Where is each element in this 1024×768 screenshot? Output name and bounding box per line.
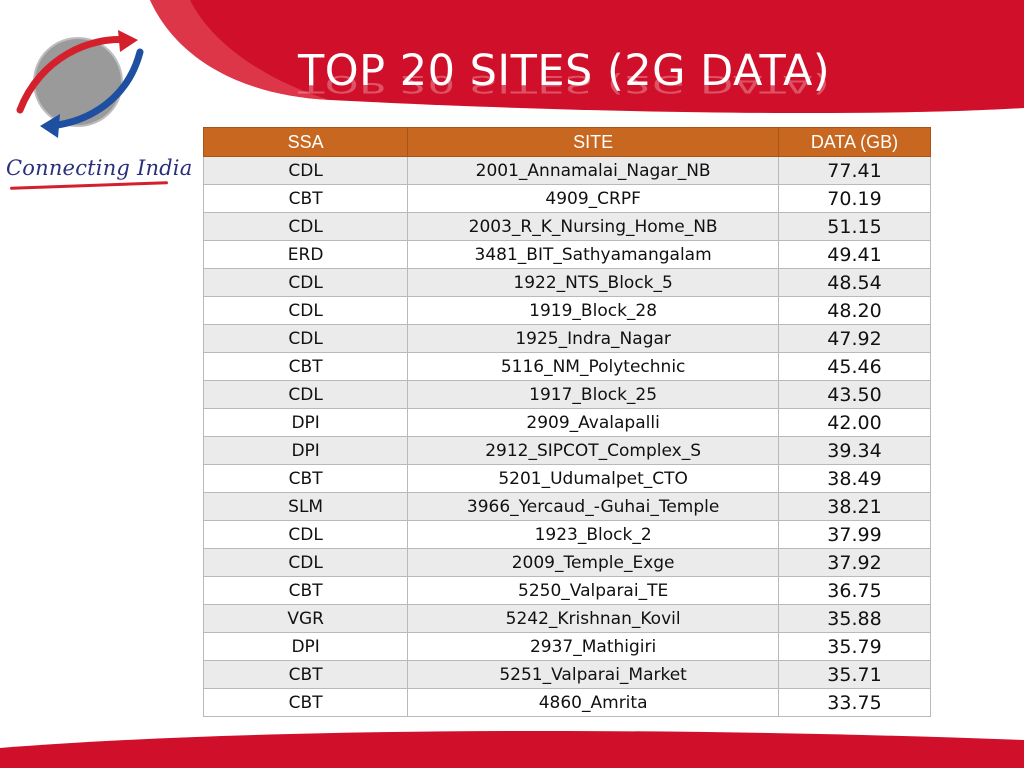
- cell-ssa: CDL: [202, 324, 409, 353]
- cell-site: 4860_Amrita: [407, 688, 779, 717]
- cell-data: 51.15: [777, 212, 932, 241]
- table-row: CBT 4909_CRPF 70.19: [202, 184, 932, 213]
- slide-title-reflection: TOP 20 SITES (2G DATA): [298, 69, 831, 98]
- cell-site: 3481_BIT_Sathyamangalam: [407, 240, 779, 269]
- cell-data: 38.49: [777, 464, 932, 493]
- cell-ssa: CBT: [202, 688, 409, 717]
- cell-site: 2003_R_K_Nursing_Home_NB: [407, 212, 779, 241]
- cell-site: 1925_Indra_Nagar: [407, 324, 779, 353]
- brand-tagline: Connecting India: [6, 156, 193, 180]
- table-row: CBT 5250_Valparai_TE 36.75: [202, 576, 932, 605]
- header-data: DATA (GB): [777, 127, 932, 157]
- cell-data: 33.75: [777, 688, 932, 717]
- cell-site: 2001_Annamalai_Nagar_NB: [407, 156, 779, 185]
- cell-data: 39.34: [777, 436, 932, 465]
- table-row: CBT 5116_NM_Polytechnic 45.46: [202, 352, 932, 381]
- cell-site: 1919_Block_28: [407, 296, 779, 325]
- cell-data: 43.50: [777, 380, 932, 409]
- cell-ssa: CDL: [202, 268, 409, 297]
- cell-ssa: VGR: [202, 604, 409, 633]
- cell-data: 42.00: [777, 408, 932, 437]
- cell-ssa: DPI: [202, 408, 409, 437]
- header-site: SITE: [407, 127, 779, 157]
- table-row: DPI 2912_SIPCOT_Complex_S 39.34: [202, 436, 932, 465]
- cell-data: 37.99: [777, 520, 932, 549]
- cell-ssa: DPI: [202, 632, 409, 661]
- cell-ssa: ERD: [202, 240, 409, 269]
- cell-data: 35.88: [777, 604, 932, 633]
- table-row: DPI 2909_Avalapalli 42.00: [202, 408, 932, 437]
- cell-site: 1917_Block_25: [407, 380, 779, 409]
- cell-site: 4909_CRPF: [407, 184, 779, 213]
- table-row: DPI 2937_Mathigiri 35.79: [202, 632, 932, 661]
- table-row: CDL 1919_Block_28 48.20: [202, 296, 932, 325]
- table-row: CDL 2009_Temple_Exge 37.92: [202, 548, 932, 577]
- cell-site: 2937_Mathigiri: [407, 632, 779, 661]
- table-row: CDL 1923_Block_2 37.99: [202, 520, 932, 549]
- table-row: VGR 5242_Krishnan_Kovil 35.88: [202, 604, 932, 633]
- cell-site: 1923_Block_2: [407, 520, 779, 549]
- logo-globe-icon: [16, 30, 144, 138]
- title-block: TOP 20 SITES (2G DATA) TOP 20 SITES (2G …: [298, 50, 830, 138]
- table-row: CDL 2003_R_K_Nursing_Home_NB 51.15: [202, 212, 932, 241]
- slide-title: TOP 20 SITES (2G DATA): [298, 46, 831, 96]
- cell-data: 70.19: [777, 184, 932, 213]
- cell-site: 3966_Yercaud_-Guhai_Temple: [407, 492, 779, 521]
- table-row: CDL 1922_NTS_Block_5 48.54: [202, 268, 932, 297]
- table-row: CBT 5251_Valparai_Market 35.71: [202, 660, 932, 689]
- cell-ssa: CDL: [202, 380, 409, 409]
- top-red-highlight: [150, 0, 330, 100]
- cell-data: 37.92: [777, 548, 932, 577]
- cell-ssa: CBT: [202, 352, 409, 381]
- cell-ssa: CBT: [202, 576, 409, 605]
- cell-data: 77.41: [777, 156, 932, 185]
- cell-data: 38.21: [777, 492, 932, 521]
- table-row: CDL 1917_Block_25 43.50: [202, 380, 932, 409]
- cell-data: 35.79: [777, 632, 932, 661]
- cell-ssa: CDL: [202, 156, 409, 185]
- cell-site: 5201_Udumalpet_CTO: [407, 464, 779, 493]
- table-body: CDL 2001_Annamalai_Nagar_NB 77.41 CBT 4909_C…: [202, 156, 932, 717]
- top-red-swoosh: [150, 0, 1024, 114]
- cell-ssa: CDL: [202, 520, 409, 549]
- cell-ssa: DPI: [202, 436, 409, 465]
- table-row: ERD 3481_BIT_Sathyamangalam 49.41: [202, 240, 932, 269]
- cell-data: 36.75: [777, 576, 932, 605]
- cell-site: 5116_NM_Polytechnic: [407, 352, 779, 381]
- cell-site: 5250_Valparai_TE: [407, 576, 779, 605]
- cell-ssa: CBT: [202, 464, 409, 493]
- cell-ssa: CDL: [202, 548, 409, 577]
- cell-data: 35.71: [777, 660, 932, 689]
- top-sites-table: SSA SITE DATA (GB) CDL 2001_Annamalai_Nag…: [202, 127, 932, 717]
- cell-data: 48.20: [777, 296, 932, 325]
- brand-logo: Connecting India: [0, 18, 193, 190]
- table-row: CBT 4860_Amrita 33.75: [202, 688, 932, 717]
- cell-ssa: SLM: [202, 492, 409, 521]
- table-row: CBT 5201_Udumalpet_CTO 38.49: [202, 464, 932, 493]
- cell-site: 5242_Krishnan_Kovil: [407, 604, 779, 633]
- cell-ssa: CBT: [202, 184, 409, 213]
- cell-data: 47.92: [777, 324, 932, 353]
- cell-site: 5251_Valparai_Market: [407, 660, 779, 689]
- cell-data: 49.41: [777, 240, 932, 269]
- bottom-red-swoosh: [0, 730, 1024, 768]
- cell-site: 2909_Avalapalli: [407, 408, 779, 437]
- cell-ssa: CBT: [202, 660, 409, 689]
- header-ssa: SSA: [202, 127, 409, 157]
- cell-site: 2912_SIPCOT_Complex_S: [407, 436, 779, 465]
- table-header-row: SSA SITE DATA (GB): [202, 127, 932, 157]
- cell-ssa: CDL: [202, 296, 409, 325]
- cell-site: 1922_NTS_Block_5: [407, 268, 779, 297]
- cell-site: 2009_Temple_Exge: [407, 548, 779, 577]
- table-row: CDL 1925_Indra_Nagar 47.92: [202, 324, 932, 353]
- cell-data: 45.46: [777, 352, 932, 381]
- table-row: SLM 3966_Yercaud_-Guhai_Temple 38.21: [202, 492, 932, 521]
- table-row: CDL 2001_Annamalai_Nagar_NB 77.41: [202, 156, 932, 185]
- cell-ssa: CDL: [202, 212, 409, 241]
- cell-data: 48.54: [777, 268, 932, 297]
